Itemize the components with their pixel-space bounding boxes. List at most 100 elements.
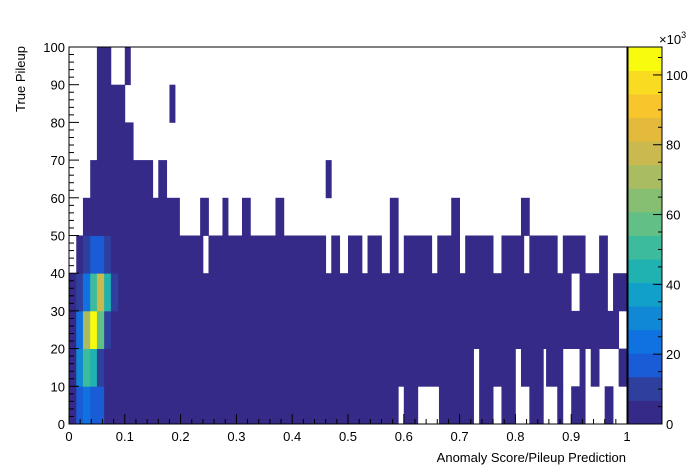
heatmap-cell [104, 235, 112, 274]
colorbar-band [628, 400, 662, 425]
y-tick-label: 90 [51, 78, 65, 93]
x-axis: 0 0.1 0.2 0.3 0.4 0.5 0.6 0.7 0.8 0.9 1 [65, 414, 631, 444]
y-tick-label: 40 [51, 266, 65, 281]
heatmap-cell [348, 235, 363, 274]
heatmap-cell [96, 273, 105, 312]
heatmap-cell [501, 386, 516, 425]
heatmap-cell [96, 348, 105, 387]
x-axis-title: Anomaly Score/Pileup Prediction [437, 450, 626, 465]
colorbar-band [628, 282, 662, 307]
colorbar-exponent-power: 3 [681, 30, 686, 40]
heatmap-cell [579, 348, 586, 387]
heatmap-cell [82, 348, 91, 387]
heatmap-cell [389, 386, 399, 425]
heatmap-cell [76, 273, 84, 312]
heatmap-cell [169, 84, 176, 123]
heatmap-cell [96, 310, 105, 349]
colorbar-band [628, 164, 662, 189]
x-tick-label: 0.7 [451, 429, 469, 444]
heatmap-cell [76, 386, 84, 425]
heatmap-cell [389, 235, 399, 274]
heatmap-cell [90, 348, 98, 387]
colorbar-tick-label: 80 [666, 138, 680, 153]
heatmap-cell [208, 235, 327, 274]
colorbar-tick-label: 100 [666, 68, 688, 83]
heatmap-cell [590, 348, 600, 387]
heatmap-cell [604, 386, 614, 425]
colorbar-exponent-base: ×10 [659, 32, 681, 47]
y-tick-label: 80 [51, 115, 65, 130]
colorbar-band [628, 70, 662, 95]
heatmap-cell [389, 197, 399, 236]
heatmap-cell [110, 235, 204, 274]
y-axis: 0 10 20 30 40 50 60 70 80 90 100 [43, 40, 79, 432]
heatmap-cell [96, 160, 105, 199]
heatmap-cell [331, 235, 341, 274]
heatmap-cell [417, 348, 474, 387]
heatmap-cell [82, 310, 91, 349]
heatmap-cell [546, 348, 564, 387]
colorbar-band [628, 47, 662, 71]
heatmap-cell [437, 235, 460, 274]
x-tick-label: 0.6 [395, 429, 413, 444]
heatmap-cell [104, 310, 112, 349]
heatmap-cell [118, 84, 126, 123]
heatmap-cell [118, 273, 572, 312]
heatmap-cell [90, 160, 98, 199]
y-axis-title: True Pileup [13, 46, 28, 112]
heatmap-cell [124, 47, 131, 86]
heatmap-cell [104, 160, 154, 199]
heatmap-cell [520, 348, 544, 387]
y-tick-label: 70 [51, 153, 65, 168]
heatmap-cell [69, 386, 77, 425]
x-tick-label: 0.3 [227, 429, 245, 444]
heatmap-cell [110, 273, 119, 312]
heatmap-cell [562, 235, 586, 274]
heatmap-cell [529, 235, 558, 274]
colorbar-band [628, 259, 662, 284]
heatmap-cell [158, 160, 168, 199]
heatmap-cell [96, 122, 105, 161]
heatmap-cell [76, 310, 84, 349]
heatmap-cell [82, 386, 91, 425]
heatmap-cell [367, 235, 382, 274]
heatmap-cell [90, 386, 105, 425]
heatmap-cell [76, 235, 84, 274]
heatmap-cell [479, 386, 494, 425]
heatmap-cell [501, 348, 516, 387]
heatmap-cell [104, 386, 391, 425]
y-tick-label: 30 [51, 304, 65, 319]
heatmap-cells [69, 47, 628, 425]
colorbar-border [627, 46, 663, 425]
colorbar-tick-label: 60 [666, 208, 680, 223]
x-tick-label: 0.1 [116, 429, 134, 444]
x-tick-label: 0.8 [506, 429, 524, 444]
heatmap-cell [389, 348, 419, 387]
heatmap-cell [465, 235, 494, 274]
heatmap-cell [82, 273, 91, 312]
heatmap-cell [520, 197, 530, 236]
heatmap-cell [76, 348, 84, 387]
heatmap-cell [90, 235, 98, 274]
heatmap-cell [104, 122, 119, 161]
y-tick-label: 10 [51, 379, 65, 394]
colorbar-band [628, 235, 662, 260]
heatmap-cell [69, 273, 77, 312]
colorbar-band [628, 94, 662, 119]
heatmap-cell [69, 348, 77, 387]
heatmap-cell [104, 84, 119, 123]
x-tick-label: 0.5 [339, 429, 357, 444]
heatmap-cell [82, 235, 91, 274]
heatmap-cell [479, 348, 502, 387]
heatmap-cell [599, 235, 608, 274]
heatmap-cell [104, 348, 391, 387]
y-tick-label: 100 [43, 40, 65, 55]
heatmap-cell [104, 47, 112, 86]
colorbar-band [628, 329, 662, 354]
heatmap-cell [613, 273, 628, 312]
heatmap-cell [110, 197, 180, 236]
heatmap-cell [104, 197, 112, 236]
x-tick-label: 0.9 [562, 429, 580, 444]
colorbar-band [628, 376, 662, 401]
heatmap-cell [438, 386, 474, 425]
